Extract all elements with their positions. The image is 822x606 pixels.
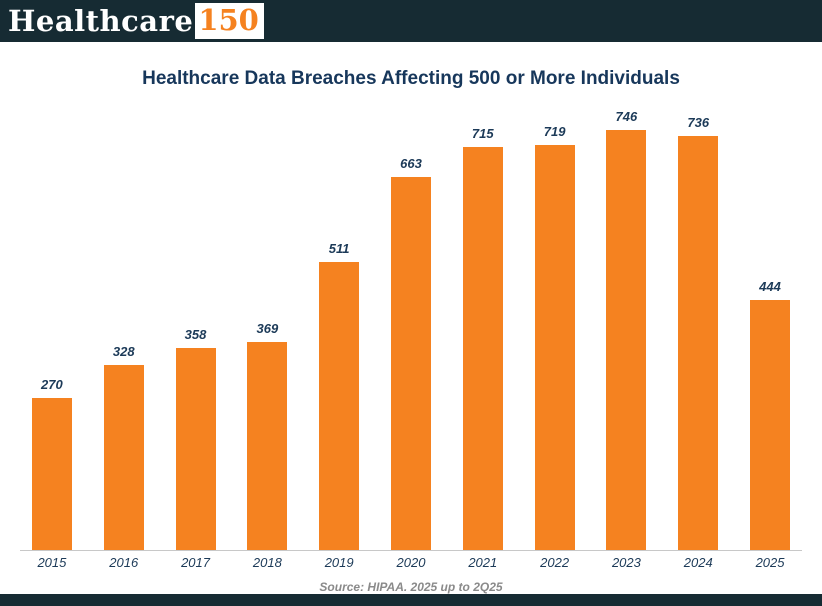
bar-column: 746	[591, 109, 663, 550]
bar-column: 663	[375, 156, 447, 550]
bar-value-label: 444	[759, 279, 781, 294]
bar-value-label: 663	[400, 156, 422, 171]
bar-column: 511	[303, 241, 375, 550]
bar-value-label: 270	[41, 377, 63, 392]
x-tick-label: 2017	[181, 555, 210, 570]
x-tick-label: 2016	[109, 555, 139, 570]
x-tick-label: 2020	[396, 555, 426, 570]
chart-title: Healthcare Data Breaches Affecting 500 o…	[142, 68, 680, 89]
x-tick-label: 2015	[37, 555, 67, 570]
bar	[103, 365, 144, 550]
x-tick-label: 2019	[324, 555, 354, 570]
bar-column: 358	[160, 327, 232, 550]
bar-value-label: 746	[615, 109, 638, 124]
bar	[390, 177, 431, 550]
bar-column: 270	[16, 377, 88, 550]
bar	[606, 130, 647, 550]
x-tick-label: 2021	[468, 555, 498, 570]
bar	[534, 145, 575, 550]
bar	[319, 262, 360, 550]
bar-value-label: 358	[184, 327, 207, 342]
x-axis-line	[20, 550, 802, 551]
source-note: Source: HIPAA. 2025 up to 2Q25	[319, 580, 503, 594]
bar-column: 719	[519, 124, 591, 550]
x-tick-label: 2024	[683, 555, 713, 570]
x-tick-label: 2025	[755, 555, 785, 570]
x-axis-ticks: 2015 2016 2017 2018 2019 2020 2021 2022 2023 2024…	[0, 551, 822, 570]
bars-row: 270 328 358 369 511 663 715 719 746 736 444	[0, 104, 822, 550]
bar-chart: 270 328 358 369 511 663 715 719 746 736 444 2015 20…	[0, 104, 822, 570]
bar-column: 369	[231, 321, 303, 550]
bar	[750, 300, 791, 550]
x-tick-label: 2018	[252, 555, 282, 570]
bar-column: 328	[88, 344, 160, 550]
bar	[175, 348, 216, 550]
x-tick-label: 2022	[540, 555, 570, 570]
bar	[462, 147, 503, 550]
bar	[247, 342, 288, 550]
bar-value-label: 736	[687, 115, 710, 130]
x-tick-label: 2023	[611, 555, 641, 570]
bar-value-label: 715	[471, 126, 494, 141]
header-bar: Healthcare 150	[0, 0, 822, 42]
bar	[678, 136, 719, 550]
healthcare150-logo: Healthcare 150	[8, 3, 264, 39]
bar-value-label: 369	[256, 321, 279, 336]
bar-value-label: 719	[543, 124, 566, 139]
logo-text-accent: 150	[195, 3, 264, 39]
bar-column: 444	[734, 279, 806, 550]
bar-column: 736	[662, 115, 734, 550]
bar-column: 715	[447, 126, 519, 550]
bar	[31, 398, 72, 550]
footer-strip	[0, 594, 822, 606]
logo-text-primary: Healthcare	[8, 3, 194, 38]
bar-value-label: 511	[328, 241, 350, 256]
bar-value-label: 328	[112, 344, 135, 359]
